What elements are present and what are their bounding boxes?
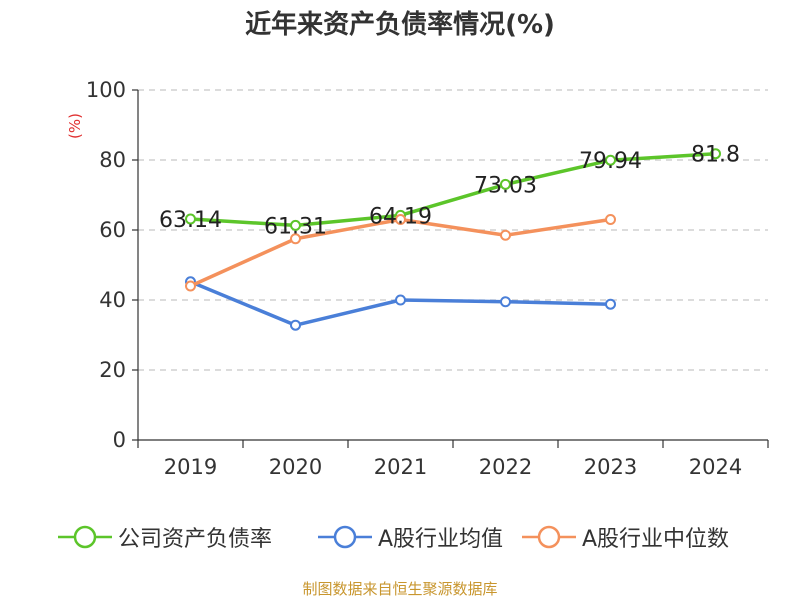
data-label: 63.14 <box>159 208 222 233</box>
legend-label: 公司资产负债率 <box>118 527 273 552</box>
y-tick-label: 60 <box>99 218 126 242</box>
x-tick-label: 2021 <box>374 455 427 479</box>
data-label: 73.03 <box>474 173 537 198</box>
data-point[interactable] <box>185 213 196 225</box>
data-point[interactable] <box>500 178 511 190</box>
data-point[interactable] <box>710 148 721 160</box>
y-tick-label: 20 <box>99 358 126 382</box>
data-labels: 63.14 61.31 64.19 73.03 79.94 81.8 <box>159 143 740 240</box>
data-label: 79.94 <box>579 149 642 174</box>
y-tick-label: 80 <box>99 148 126 172</box>
data-point[interactable] <box>500 229 511 241</box>
chart-title: 近年来资产负债率情况(%) <box>245 10 555 40</box>
gridlines <box>138 89 768 371</box>
y-tick-label: 100 <box>86 78 126 102</box>
data-label: 61.31 <box>264 214 327 239</box>
source-note: 制图数据来自恒生聚源数据库 <box>302 580 498 598</box>
data-point[interactable] <box>290 319 301 331</box>
legend-item-0[interactable]: 公司资产负债率 <box>58 520 272 554</box>
series-line-0 <box>190 151 716 228</box>
legend-label: A股行业中位数 <box>582 527 730 552</box>
y-tick-label: 0 <box>113 428 126 452</box>
y-axis-label: (%) <box>66 113 84 139</box>
data-point[interactable] <box>185 280 196 292</box>
x-tick-label: 2022 <box>479 455 532 479</box>
axes: 0 20 40 60 80 100 2019 2020 2021 2022 2023 2024 <box>86 78 769 479</box>
legend-item-1[interactable]: A股行业均值 <box>318 520 503 554</box>
legend: 公司资产负债率 A股行业均值 A股行业中位数 <box>0 520 800 554</box>
data-point[interactable] <box>500 296 511 308</box>
x-tick-label: 2020 <box>269 455 322 479</box>
data-point[interactable] <box>605 298 616 310</box>
legend-marker-icon <box>522 525 576 549</box>
x-tick-label: 2019 <box>164 455 217 479</box>
x-tick-label: 2023 <box>584 455 637 479</box>
data-point[interactable] <box>395 214 406 225</box>
legend-marker-icon <box>58 525 112 549</box>
y-tick-label: 40 <box>99 288 126 312</box>
x-tick-label: 2024 <box>689 455 742 479</box>
data-point[interactable] <box>290 219 301 231</box>
data-point[interactable] <box>605 154 616 166</box>
legend-marker-icon <box>318 525 372 549</box>
legend-label: A股行业均值 <box>378 527 504 552</box>
data-point[interactable] <box>290 233 301 245</box>
legend-item-2[interactable]: A股行业中位数 <box>522 520 729 554</box>
data-point[interactable] <box>605 214 616 225</box>
data-label: 81.8 <box>691 143 740 168</box>
series-lines <box>185 148 721 331</box>
data-point[interactable] <box>395 294 406 306</box>
data-label: 64.19 <box>369 204 432 229</box>
